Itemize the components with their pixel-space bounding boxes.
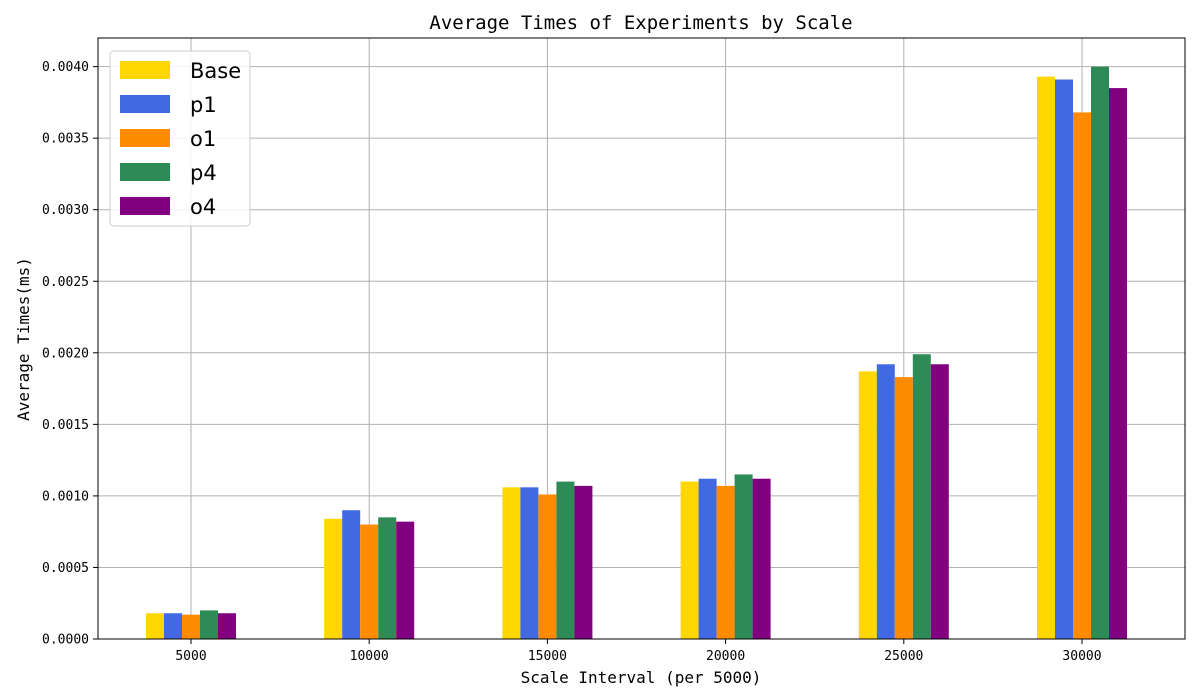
legend-swatch-base xyxy=(120,61,170,79)
legend-label-o1: o1 xyxy=(190,127,216,151)
legend-swatch-o1 xyxy=(120,129,170,147)
bar-base-25000[interactable] xyxy=(858,371,877,639)
bars xyxy=(146,66,1127,640)
bar-o1-20000[interactable] xyxy=(716,485,735,639)
x-tick-label: 15000 xyxy=(528,649,567,664)
y-tick-label: 0.0005 xyxy=(42,561,89,576)
bar-p4-30000[interactable] xyxy=(1091,66,1109,640)
bar-o1-30000[interactable] xyxy=(1073,112,1091,639)
legend-label-base: Base xyxy=(190,59,241,83)
x-tick-label: 5000 xyxy=(175,649,206,664)
chart-title: Average Times of Experiments by Scale xyxy=(429,12,852,34)
y-axis-label: Average Times(ms) xyxy=(14,257,33,421)
bar-p4-5000[interactable] xyxy=(200,610,218,639)
bar-o4-5000[interactable] xyxy=(218,613,236,639)
legend-label-o4: o4 xyxy=(190,195,216,219)
legend[interactable]: Base p1 o1 p4 o4 xyxy=(109,50,251,227)
bar-o4-10000[interactable] xyxy=(396,521,415,639)
x-axis-label: Scale Interval (per 5000) xyxy=(521,668,762,687)
y-tick-label: 0.0010 xyxy=(42,489,89,504)
y-tick-label: 0.0025 xyxy=(42,275,89,290)
y-tick-label: 0.0000 xyxy=(42,633,89,648)
bar-p4-15000[interactable] xyxy=(556,481,575,639)
legend-swatch-p1 xyxy=(120,95,170,113)
bar-p1-20000[interactable] xyxy=(698,478,717,639)
bar-base-15000[interactable] xyxy=(502,487,521,639)
bar-p4-10000[interactable] xyxy=(378,517,397,639)
bar-p1-30000[interactable] xyxy=(1055,79,1073,639)
legend-swatch-o4 xyxy=(120,197,170,215)
bar-o1-5000[interactable] xyxy=(182,614,200,639)
y-tick-label: 0.0020 xyxy=(42,346,89,361)
y-tick-label: 0.0030 xyxy=(42,203,89,218)
y-tick-label: 0.0015 xyxy=(42,418,89,433)
bar-p4-25000[interactable] xyxy=(912,354,931,639)
bar-o4-20000[interactable] xyxy=(752,478,771,639)
bar-base-5000[interactable] xyxy=(146,613,164,639)
x-tick-label: 30000 xyxy=(1062,649,1101,664)
bar-o1-15000[interactable] xyxy=(538,494,557,639)
bar-base-30000[interactable] xyxy=(1037,76,1055,639)
legend-label-p1: p1 xyxy=(190,93,217,117)
legend-label-p4: p4 xyxy=(190,161,217,185)
bar-p1-15000[interactable] xyxy=(520,487,539,639)
x-tick-label: 10000 xyxy=(350,649,389,664)
bar-o1-10000[interactable] xyxy=(360,524,379,639)
bar-o4-25000[interactable] xyxy=(930,364,949,639)
axis-ticks: 0.0000 0.0005 0.0010 0.0015 0.0020 0.0025 0.00… xyxy=(42,60,1102,664)
bar-base-10000[interactable] xyxy=(324,518,343,639)
bar-base-20000[interactable] xyxy=(680,481,699,639)
plot-frame xyxy=(97,37,1186,640)
legend-swatch-p4 xyxy=(120,163,170,181)
bar-p1-25000[interactable] xyxy=(876,364,895,639)
legend-box xyxy=(109,50,251,227)
bar-o1-25000[interactable] xyxy=(894,377,913,639)
x-tick-label: 20000 xyxy=(706,649,745,664)
bar-o4-15000[interactable] xyxy=(574,485,593,639)
bar-p1-5000[interactable] xyxy=(164,613,182,639)
bar-p4-20000[interactable] xyxy=(734,474,753,639)
bar-p1-10000[interactable] xyxy=(342,510,361,639)
y-tick-label: 0.0040 xyxy=(42,60,89,75)
bar-o4-30000[interactable] xyxy=(1109,88,1127,640)
x-tick-label: 25000 xyxy=(884,649,923,664)
y-tick-label: 0.0035 xyxy=(42,132,89,147)
